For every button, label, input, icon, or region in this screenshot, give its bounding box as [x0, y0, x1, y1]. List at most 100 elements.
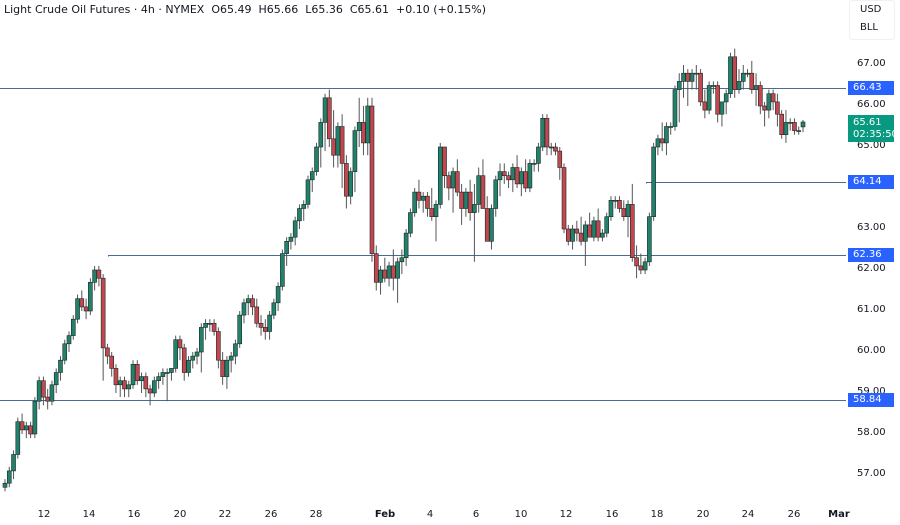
candle	[280, 249, 285, 291]
price-tick-label: 63.00	[857, 222, 886, 233]
candle	[331, 110, 336, 168]
candle	[105, 343, 110, 365]
candle	[292, 216, 298, 246]
candle	[297, 204, 302, 229]
ohlc-low: L65.36	[305, 3, 343, 16]
candle	[557, 147, 563, 180]
candle	[642, 257, 648, 275]
candle	[412, 188, 417, 217]
candle	[600, 229, 605, 242]
ohlc-close: C65.61	[349, 3, 390, 16]
candle	[169, 368, 174, 381]
candle	[284, 237, 289, 266]
candle	[685, 69, 691, 106]
candle	[531, 159, 537, 172]
candle	[122, 376, 127, 398]
candle	[446, 171, 452, 201]
price-tick-label: 57.00	[857, 468, 886, 479]
candle	[134, 360, 140, 385]
candle	[382, 257, 388, 283]
candle	[139, 372, 144, 393]
candle	[565, 224, 571, 246]
candle	[403, 229, 409, 266]
currency-label: USD	[860, 4, 882, 15]
level-price-label: 58.84	[848, 392, 894, 407]
candle	[574, 220, 580, 242]
candle	[399, 249, 405, 275]
candle	[100, 274, 106, 381]
candle	[228, 352, 234, 373]
candle	[621, 200, 627, 221]
candle	[369, 97, 375, 262]
candle	[728, 52, 733, 98]
candle	[305, 175, 311, 209]
interval[interactable]: 4h	[140, 3, 155, 16]
candle	[570, 224, 575, 250]
candle	[36, 376, 42, 410]
candle	[147, 384, 153, 406]
candle	[254, 298, 260, 328]
candle	[130, 360, 136, 389]
candle	[420, 192, 426, 213]
candle	[762, 101, 767, 127]
price-tick-label: 60.00	[857, 345, 886, 356]
candle	[758, 81, 763, 115]
candle	[766, 89, 772, 119]
candle	[694, 65, 699, 90]
symbol-name[interactable]: Light Crude Oil Futures	[4, 3, 131, 16]
candle	[356, 97, 362, 147]
price-tick-label: 59.00	[857, 386, 886, 397]
time-tick-label: 16	[127, 509, 141, 520]
candle	[198, 323, 204, 373]
candle	[348, 167, 353, 205]
candle	[527, 159, 533, 193]
candle	[224, 356, 230, 389]
candle	[237, 311, 243, 348]
candle	[715, 81, 720, 123]
candle	[591, 216, 597, 242]
time-tick-label: 16	[605, 509, 619, 520]
ohlc-open: O65.49	[211, 3, 252, 16]
candle	[75, 294, 80, 324]
candle	[711, 81, 716, 94]
candle	[736, 69, 742, 94]
candle	[28, 421, 33, 439]
candle	[301, 200, 307, 221]
candle	[638, 253, 644, 275]
candle	[15, 417, 21, 459]
time-tick-label: 28	[309, 509, 323, 520]
candle	[181, 343, 187, 381]
unit-selector[interactable]: USD BLL	[849, 0, 895, 40]
candle	[480, 159, 486, 209]
separator: ·	[133, 3, 141, 16]
candle	[595, 208, 601, 242]
time-tick-label: 22	[218, 509, 232, 520]
candle	[263, 319, 268, 340]
candle	[70, 315, 76, 340]
time-tick-label: 26	[787, 509, 801, 520]
candle	[792, 118, 797, 135]
candle	[271, 298, 277, 320]
candle	[429, 188, 435, 221]
candle	[681, 65, 686, 98]
candle	[83, 298, 89, 320]
candle	[510, 163, 516, 193]
candle	[275, 282, 281, 311]
candle	[335, 122, 341, 168]
candle	[339, 114, 345, 188]
candle	[604, 212, 610, 238]
candle	[740, 65, 746, 90]
candle	[501, 163, 507, 184]
candle	[437, 142, 443, 209]
candle	[11, 450, 16, 480]
exchange: NYMEX	[165, 3, 205, 16]
candle	[177, 335, 183, 361]
candle	[719, 101, 725, 127]
candle	[186, 356, 191, 377]
candle	[706, 81, 712, 115]
candle	[88, 278, 93, 316]
candle	[672, 85, 678, 131]
candle	[676, 73, 682, 123]
candle	[519, 167, 524, 197]
